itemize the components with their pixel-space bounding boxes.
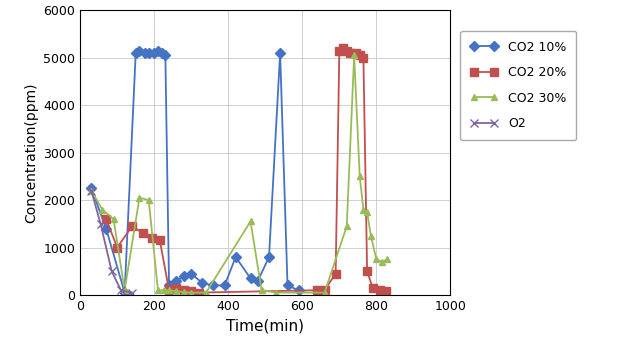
CO2 20% (343, 49, 350, 53)
CO2 30% (173, 289, 180, 293)
CO2 20% (102, 217, 110, 221)
CO2 30% (373, 257, 380, 261)
CO2 30% (136, 196, 143, 200)
CO2 30% (343, 224, 350, 228)
CO2 20% (352, 51, 360, 55)
CO2 20% (149, 236, 156, 240)
CO2 30% (154, 288, 162, 292)
O2 (88, 189, 95, 193)
CO2 20% (339, 46, 347, 50)
CO2 30% (188, 291, 195, 295)
CO2 30% (384, 257, 391, 261)
CO2 10% (199, 281, 206, 285)
CO2 10% (188, 272, 195, 276)
CO2 10% (158, 51, 165, 55)
CO2 10% (154, 49, 162, 53)
CO2 20% (114, 246, 121, 250)
CO2 20% (313, 288, 321, 292)
CO2 30% (321, 291, 328, 295)
Line: CO2 30%: CO2 30% (88, 52, 391, 296)
CO2 30% (110, 217, 117, 221)
CO2 10% (102, 226, 110, 230)
CO2 30% (88, 189, 95, 193)
CO2 10% (132, 51, 139, 55)
Y-axis label: Concentration(ppm): Concentration(ppm) (24, 82, 38, 223)
CO2 10% (136, 49, 143, 53)
CO2 20% (165, 288, 173, 292)
CO2 30% (165, 288, 173, 292)
CO2 30% (121, 288, 128, 292)
CO2 30% (360, 208, 367, 212)
CO2 20% (156, 238, 164, 243)
CO2 10% (276, 51, 284, 55)
CO2 10% (88, 186, 95, 190)
CO2 20% (369, 286, 376, 290)
CO2 10% (210, 283, 217, 287)
O2 (108, 269, 115, 273)
CO2 10% (162, 53, 169, 57)
CO2 10% (221, 283, 228, 287)
CO2 20% (332, 272, 339, 276)
CO2 30% (367, 234, 375, 238)
CO2 20% (376, 288, 384, 292)
CO2 10% (173, 279, 180, 283)
CO2 30% (202, 291, 210, 295)
CO2 20% (360, 56, 367, 60)
Line: CO2 10%: CO2 10% (88, 47, 302, 296)
CO2 20% (195, 291, 202, 295)
CO2 10% (232, 255, 239, 259)
CO2 20% (363, 269, 371, 273)
CO2 10% (151, 51, 158, 55)
CO2 10% (284, 283, 291, 287)
CO2 20% (180, 288, 188, 292)
CO2 10% (180, 274, 188, 278)
CO2 10% (265, 255, 273, 259)
CO2 10% (141, 51, 149, 55)
CO2 20% (321, 288, 328, 292)
CO2 10% (254, 279, 262, 283)
CO2 20% (173, 286, 180, 290)
CO2 20% (356, 53, 363, 57)
CO2 30% (160, 288, 167, 292)
Legend: CO2 10%, CO2 20%, CO2 30%, O2: CO2 10%, CO2 20%, CO2 30%, O2 (460, 31, 576, 140)
CO2 30% (99, 208, 106, 212)
CO2 30% (145, 198, 152, 202)
CO2 20% (382, 289, 389, 293)
CO2 30% (378, 260, 386, 264)
CO2 30% (180, 290, 188, 294)
CO2 30% (247, 220, 254, 224)
CO2 30% (258, 288, 265, 292)
CO2 30% (273, 291, 280, 295)
CO2 20% (347, 51, 354, 55)
O2 (128, 291, 136, 295)
Line: CO2 20%: CO2 20% (102, 44, 390, 297)
CO2 10% (145, 51, 152, 55)
CO2 10% (165, 283, 173, 287)
CO2 30% (363, 210, 371, 214)
CO2 30% (356, 174, 363, 178)
Line: O2: O2 (87, 187, 136, 297)
O2 (117, 288, 125, 292)
CO2 20% (139, 231, 147, 235)
CO2 20% (128, 224, 136, 228)
CO2 10% (295, 288, 302, 292)
CO2 20% (188, 289, 195, 293)
X-axis label: Time(min): Time(min) (226, 318, 304, 333)
O2 (97, 222, 104, 226)
CO2 20% (336, 49, 343, 53)
CO2 30% (350, 53, 358, 57)
CO2 10% (121, 291, 128, 295)
CO2 10% (247, 276, 254, 281)
